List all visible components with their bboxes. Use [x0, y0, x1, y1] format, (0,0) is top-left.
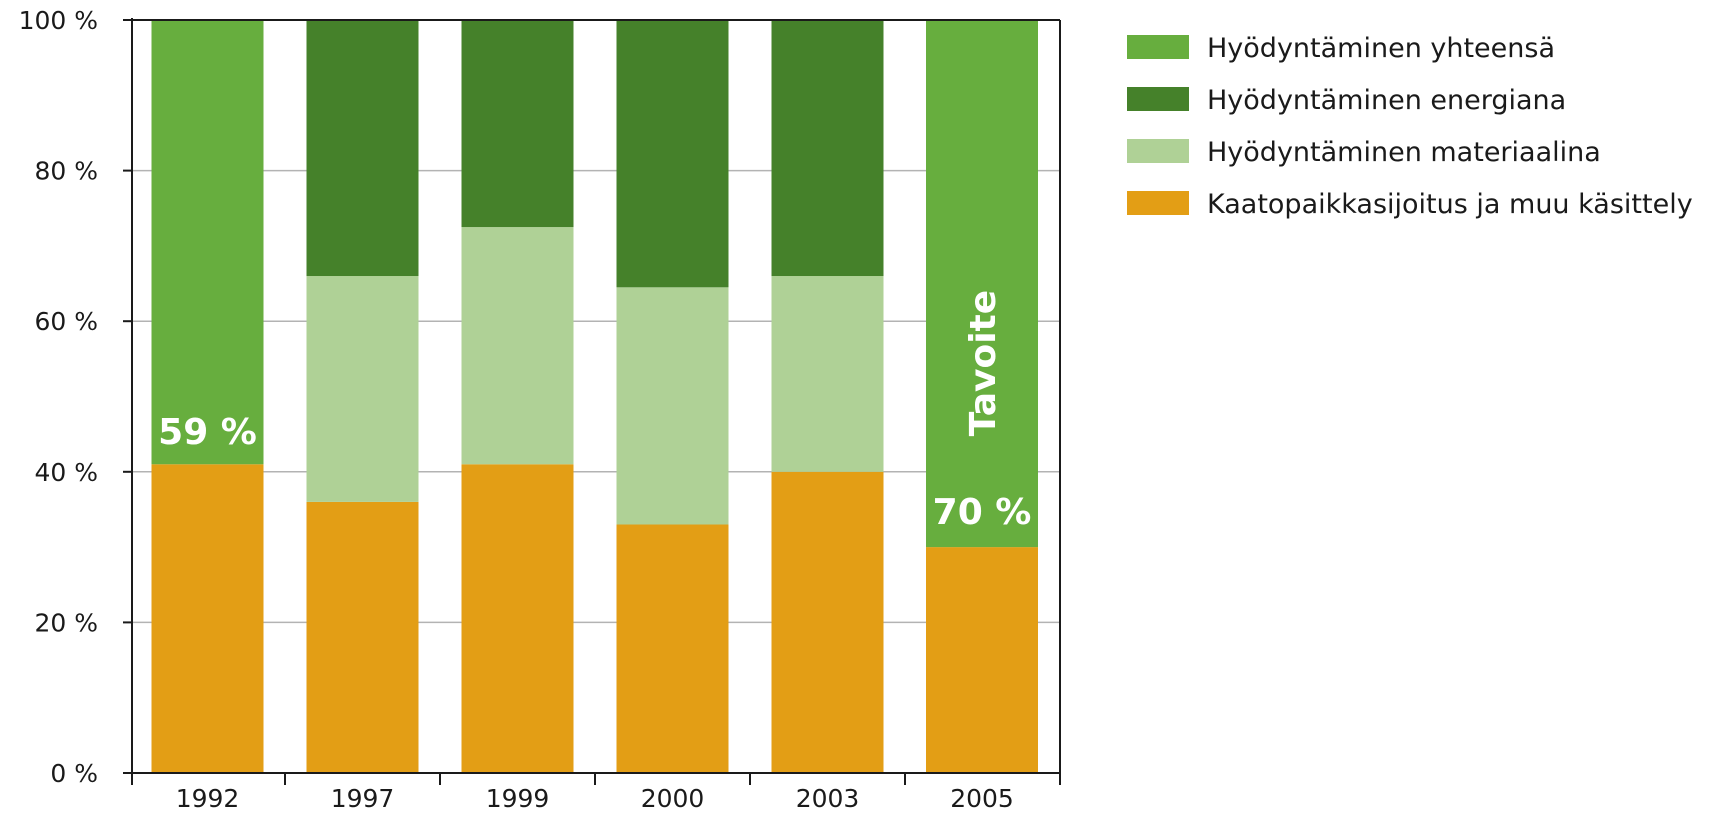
bar-segment — [616, 524, 729, 773]
legend-swatch — [1127, 87, 1189, 111]
y-tick-label: 60 % — [34, 307, 98, 336]
bar-segment — [461, 464, 574, 773]
legend-swatch — [1127, 35, 1189, 59]
y-tick-label: 40 % — [34, 458, 98, 487]
bar-segment — [306, 20, 419, 277]
annotations: 59 % 70 % Tavoite — [158, 290, 1031, 533]
x-tick-label: 2000 — [641, 784, 705, 811]
bar-segment — [926, 547, 1038, 773]
legend-swatch — [1127, 191, 1189, 215]
bar-segment — [616, 287, 729, 525]
bar-segment — [926, 20, 1038, 548]
x-tick-label: 1999 — [486, 784, 550, 811]
bar-segment — [306, 501, 419, 773]
legend-label: Hyödyntäminen materiaalina — [1207, 137, 1601, 168]
y-tick-label: 80 % — [34, 157, 98, 186]
y-tick-label: 100 % — [19, 6, 98, 35]
legend-label: Hyödyntäminen energiana — [1207, 85, 1566, 116]
target-label: Tavoite — [963, 290, 1004, 436]
x-tick-label: 1997 — [331, 784, 395, 811]
bar-segment — [461, 227, 574, 465]
axes: 0 % 20 % 40 % 60 % 80 % 100 % 1992 1997 1999 2000… — [19, 6, 1061, 813]
x-tick-label: 2003 — [796, 784, 860, 811]
x-tick-label: 1992 — [176, 784, 240, 811]
value-label: 59 % — [158, 412, 257, 453]
grid-lines — [132, 19, 1060, 624]
y-tick-label: 0 % — [50, 759, 98, 788]
value-label: 70 % — [933, 492, 1032, 533]
legend: Hyödyntäminen yhteensä Hyödyntäminen ener… — [1127, 33, 1693, 220]
bar-segment — [771, 471, 884, 773]
legend-label: Hyödyntäminen yhteensä — [1207, 33, 1555, 64]
bar-segment — [616, 20, 729, 288]
bar-segment — [771, 276, 884, 472]
bar-segment — [151, 464, 264, 773]
bar-segment — [461, 20, 574, 228]
legend-label: Kaatopaikkasijoitus ja muu käsittely — [1207, 189, 1693, 220]
bar-segment — [306, 276, 419, 502]
y-tick-label: 20 % — [34, 608, 98, 637]
legend-swatch — [1127, 139, 1189, 163]
bar-segment — [771, 20, 884, 277]
bar-segment — [151, 20, 264, 465]
bars — [151, 20, 1038, 773]
x-tick-label: 2005 — [950, 784, 1014, 811]
